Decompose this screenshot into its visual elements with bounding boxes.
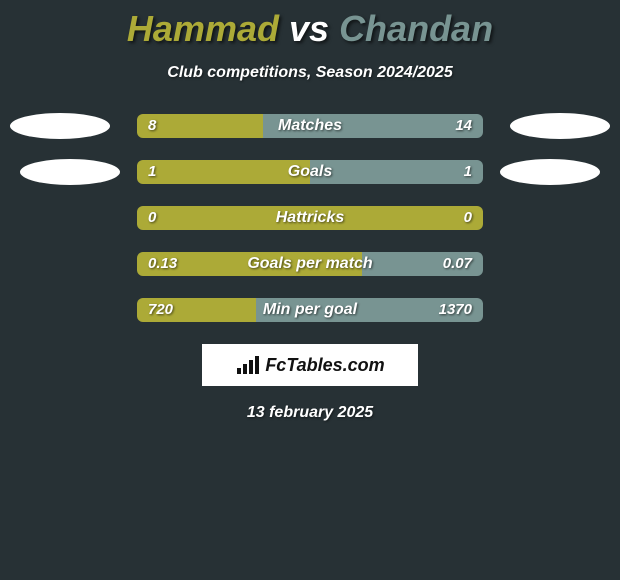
comparison-rows: 814Matches 11Goals 00Hattricks 0.130.07Goal… (0, 114, 620, 322)
brand-text: FcTables.com (265, 355, 384, 376)
stat-label: Min per goal (137, 298, 483, 322)
comparison-row: 0.130.07Goals per match (0, 252, 620, 276)
title-vs: vs (289, 8, 329, 49)
player2-marker (500, 159, 600, 185)
title-player2: Chandan (339, 8, 493, 49)
date: 13 february 2025 (0, 404, 620, 422)
comparison-row: 7201370Min per goal (0, 298, 620, 322)
stat-label: Goals (137, 160, 483, 184)
bars-icon (235, 354, 261, 376)
page-title: Hammad vs Chandan (0, 0, 620, 50)
subtitle: Club competitions, Season 2024/2025 (0, 64, 620, 82)
comparison-row: 814Matches (0, 114, 620, 138)
brand-badge: FcTables.com (202, 344, 418, 386)
stat-label: Hattricks (137, 206, 483, 230)
title-player1: Hammad (127, 8, 279, 49)
comparison-row: 00Hattricks (0, 206, 620, 230)
player1-marker (20, 159, 120, 185)
player2-marker (510, 113, 610, 139)
comparison-row: 11Goals (0, 160, 620, 184)
stat-label: Matches (137, 114, 483, 138)
stat-label: Goals per match (137, 252, 483, 276)
player1-marker (10, 113, 110, 139)
